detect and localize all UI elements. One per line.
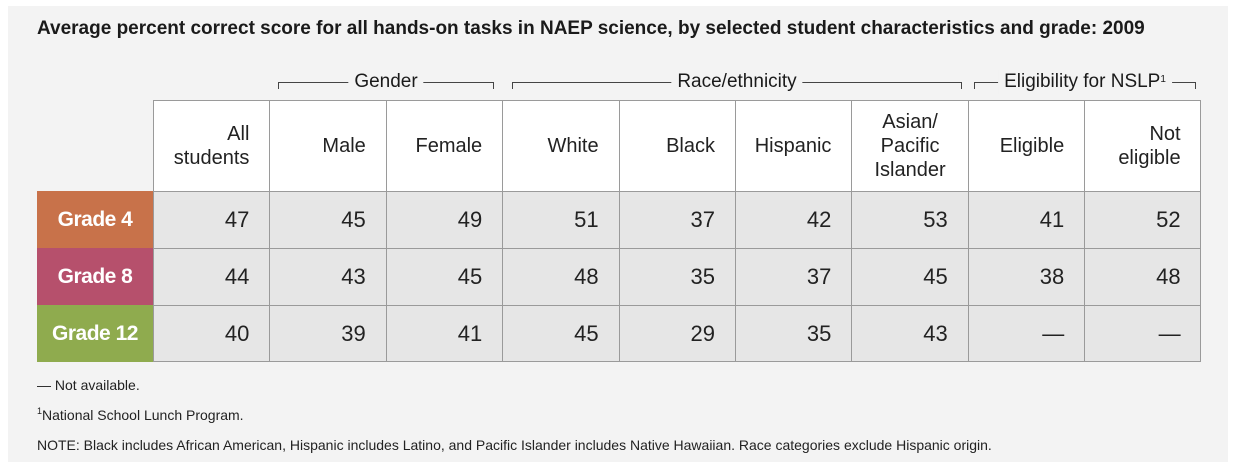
row-label: Grade 4 [37,191,153,248]
table-title: Average percent correct score for all ha… [37,18,1145,39]
group-label: Race/ethnicity [677,71,797,92]
column-header: Female [385,100,503,191]
table-cell: 35 [735,305,852,362]
footnote-note: NOTE: Black includes African American, H… [37,437,992,453]
table-cell: 48 [1084,248,1201,305]
table-cell: 40 [153,305,270,362]
row-label: Grade 8 [37,248,153,305]
row-label: Grade 12 [37,305,153,362]
group-label: Eligibility for NSLP [1004,71,1161,92]
column-header: Male [269,100,386,191]
table-row: Grade 12 40 39 41 45 29 35 43— — [37,305,1201,362]
column-header: All students [153,100,270,191]
column-header: Hispanic [735,100,852,191]
table-cell: 43 [851,305,968,362]
group-label: Gender [354,71,418,92]
table-cell: 44 [153,248,270,305]
table-row: Grade 4 47 45 49 51 37 42 53 41 52 [37,191,1201,248]
table-cell: 29 [618,305,735,362]
table-cell: 38 [967,248,1085,305]
group-header-nslp: Eligibility for NSLP1 [974,70,1196,94]
table-cell: 49 [385,191,503,248]
table-cell: 45 [269,191,386,248]
table-cell: 39 [269,305,386,362]
table-cell: 51 [502,191,619,248]
table-row: Grade 8 44 43 45 48 35 37 45 38 48 [37,248,1201,305]
table-cell: 42 [735,191,852,248]
group-header-gender: Gender [278,70,494,94]
table-cell: 41 [385,305,503,362]
column-header: White [502,100,619,191]
table-cell: 45 [385,248,503,305]
table-cell: 53 [851,191,968,248]
table-cell: 45 [502,305,619,362]
column-header: Not eligible [1084,100,1201,191]
data-table: All students Male Female White Black Hispanic… [37,100,1201,362]
table-cell: 37 [618,191,735,248]
column-header: Black [618,100,735,191]
group-header-race-ethnicity: Race/ethnicity [512,70,962,94]
table-cell: — [967,305,1085,362]
table-cell: 37 [735,248,852,305]
table-cell: — [1084,305,1201,362]
footnote-nslp: 1National School Lunch Program. [37,406,244,423]
table-cell: 35 [618,248,735,305]
table-bottom-border [153,361,1201,362]
table-cell: 48 [502,248,619,305]
column-header: Asian/ Pacific Islander [851,100,968,191]
table-cell: 43 [269,248,386,305]
table-cell: 47 [153,191,270,248]
footnote-not-available: — Not available. [37,377,140,393]
table-cell: 41 [967,191,1085,248]
table-right-border [1200,100,1201,362]
table-cell: 45 [851,248,968,305]
table-cell: 52 [1084,191,1201,248]
column-header: Eligible [967,100,1085,191]
